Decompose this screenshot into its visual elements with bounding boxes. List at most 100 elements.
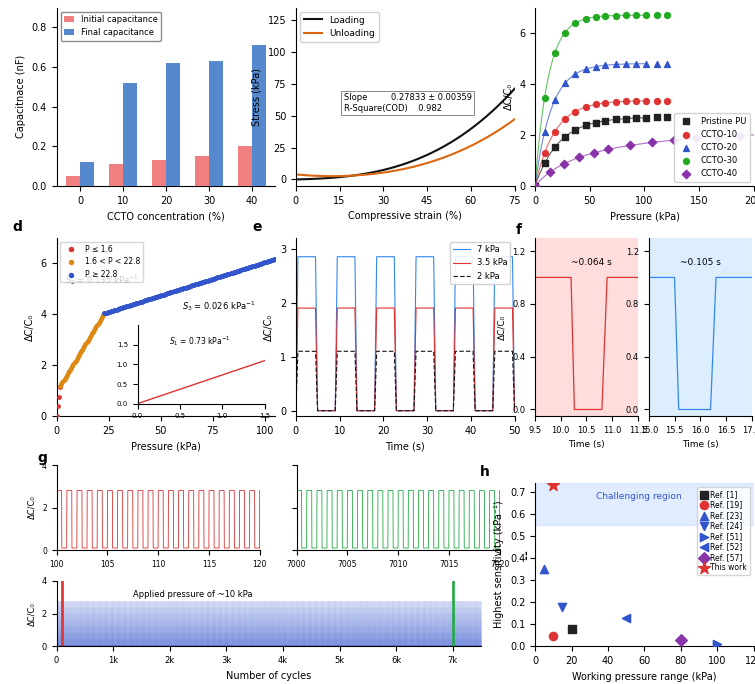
7 kPa bbox=[292, 330, 301, 338]
Point bbox=[248, 260, 260, 271]
Text: Challenging region: Challenging region bbox=[596, 492, 682, 501]
Y-axis label: Capacitnace (nF): Capacitnace (nF) bbox=[16, 55, 26, 138]
CCTO-30 bbox=[580, 14, 592, 25]
Point bbox=[183, 281, 195, 292]
Point bbox=[268, 254, 280, 265]
3.5 kPa bbox=[498, 304, 507, 312]
Point bbox=[164, 287, 176, 298]
CCTO-20 bbox=[549, 95, 561, 106]
Point bbox=[180, 282, 193, 293]
Point bbox=[217, 270, 229, 281]
Unloading bbox=[328, 172, 337, 181]
Point bbox=[177, 282, 190, 293]
Point bbox=[127, 299, 139, 310]
Point bbox=[168, 286, 180, 297]
Point bbox=[161, 288, 173, 299]
Unloading bbox=[352, 171, 361, 179]
CCTO-40 bbox=[573, 152, 585, 163]
Text: Applied pressure of ~10 kPa: Applied pressure of ~10 kPa bbox=[133, 590, 252, 599]
CCTO-20 bbox=[529, 181, 541, 192]
Bar bbox=[535, 483, 753, 525]
Point bbox=[160, 289, 172, 300]
X-axis label: Compressive strain (%): Compressive strain (%) bbox=[348, 211, 462, 221]
2 kPa bbox=[293, 347, 302, 356]
2 kPa bbox=[498, 347, 507, 356]
CCTO-30 bbox=[549, 48, 561, 59]
Point bbox=[264, 255, 276, 266]
Bar bbox=[153, 160, 166, 186]
Point bbox=[238, 263, 250, 274]
X-axis label: Pressure (kPa): Pressure (kPa) bbox=[609, 211, 680, 221]
CCTO-10 bbox=[580, 102, 592, 113]
Point bbox=[185, 280, 197, 291]
Ref. [57] bbox=[675, 634, 687, 645]
CCTO-20 bbox=[580, 64, 592, 75]
Point bbox=[109, 304, 122, 315]
Y-axis label: ΔC/C₀: ΔC/C₀ bbox=[27, 496, 36, 519]
Point bbox=[163, 287, 175, 298]
Pristine PU bbox=[569, 124, 581, 135]
Point bbox=[266, 254, 278, 265]
Point bbox=[76, 344, 88, 355]
Point bbox=[134, 296, 146, 307]
CCTO-10 bbox=[640, 95, 652, 106]
CCTO-10 bbox=[651, 95, 663, 106]
CCTO-30 bbox=[590, 12, 602, 23]
Pristine PU bbox=[620, 113, 632, 124]
Point bbox=[188, 279, 200, 290]
Point bbox=[122, 300, 134, 311]
Bar bbox=[109, 164, 123, 186]
Point bbox=[210, 272, 222, 283]
Point bbox=[241, 263, 253, 274]
X-axis label: Pressure (kPa): Pressure (kPa) bbox=[131, 441, 201, 451]
Point bbox=[146, 293, 159, 304]
CCTO-30 bbox=[559, 27, 571, 38]
Point bbox=[82, 335, 94, 346]
Pristine PU bbox=[661, 112, 673, 123]
Bar bbox=[453, 581, 454, 646]
CCTO-30 bbox=[620, 10, 632, 21]
Point bbox=[209, 273, 221, 284]
Unloading bbox=[484, 133, 493, 141]
Point bbox=[199, 276, 211, 287]
Point bbox=[250, 260, 262, 271]
Point bbox=[81, 337, 93, 348]
Point bbox=[170, 285, 182, 296]
Point bbox=[253, 259, 265, 269]
X-axis label: Working pressure range (kPa): Working pressure range (kPa) bbox=[572, 672, 716, 682]
Point bbox=[244, 261, 256, 272]
Text: a: a bbox=[13, 0, 23, 3]
Point bbox=[229, 267, 241, 278]
Unloading bbox=[372, 170, 381, 178]
Y-axis label: ΔC/C₀: ΔC/C₀ bbox=[504, 83, 513, 110]
CCTO-20 bbox=[609, 59, 621, 70]
Point bbox=[60, 371, 72, 382]
Pristine PU bbox=[599, 116, 612, 127]
Unloading bbox=[291, 170, 300, 179]
Point bbox=[89, 322, 101, 333]
Point bbox=[128, 298, 140, 309]
Legend: P ≤ 1.6, 1.6 < P < 22.8, P ≥ 22.8: P ≤ 1.6, 1.6 < P < 22.8, P ≥ 22.8 bbox=[60, 241, 143, 282]
X-axis label: Time (s): Time (s) bbox=[682, 440, 719, 449]
Text: f: f bbox=[516, 224, 522, 237]
Text: $S_3$ = 0.026 kPa$^{-1}$: $S_3$ = 0.026 kPa$^{-1}$ bbox=[182, 299, 255, 313]
3.5 kPa bbox=[292, 355, 301, 363]
Point bbox=[59, 373, 71, 384]
Point bbox=[175, 283, 187, 294]
Point bbox=[158, 289, 170, 300]
CCTO-10 bbox=[559, 114, 571, 124]
Point bbox=[124, 300, 136, 311]
Point bbox=[151, 291, 163, 302]
2 kPa bbox=[292, 377, 301, 385]
Point bbox=[53, 391, 65, 402]
Point bbox=[104, 306, 116, 317]
Point bbox=[248, 261, 260, 272]
Point bbox=[153, 291, 165, 302]
Point bbox=[57, 375, 69, 386]
Point bbox=[194, 278, 206, 289]
2 kPa bbox=[510, 406, 519, 415]
Point bbox=[190, 278, 202, 289]
CCTO-40 bbox=[529, 181, 541, 192]
Point bbox=[119, 301, 131, 312]
CCTO-10 bbox=[590, 99, 602, 110]
